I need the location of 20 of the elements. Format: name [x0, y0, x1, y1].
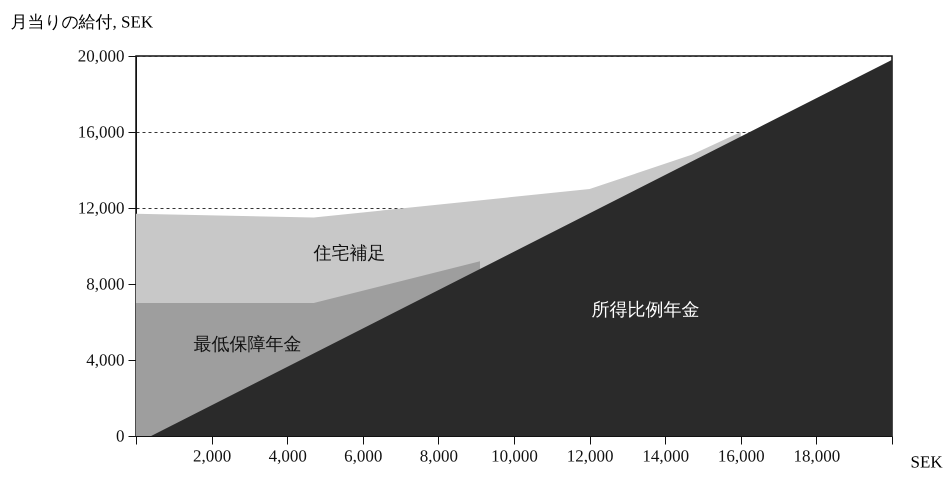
x-tick-label: 18,000 [794, 446, 840, 466]
y-tick-label: 16,000 [78, 122, 124, 142]
series-label: 住宅補足 [312, 242, 386, 264]
y-tick-label: 20,000 [78, 46, 124, 66]
y-tick-label: 8,000 [86, 274, 124, 294]
y-tick-label: 12,000 [78, 198, 124, 218]
y-tick-label: 4,000 [86, 350, 124, 370]
x-axis-title: SEK [910, 452, 944, 472]
x-tick-label: 14,000 [642, 446, 690, 466]
x-tick-label: 2,000 [192, 446, 232, 466]
x-tick-label: 10,000 [491, 446, 538, 466]
series-label: 所得比例年金 [592, 299, 700, 320]
y-tick-label: 0 [116, 426, 124, 446]
x-tick-label: 8,000 [420, 446, 458, 466]
x-tick-label: 16,000 [718, 446, 765, 466]
x-tick-label: 12,000 [566, 446, 614, 466]
y-axis-title: 月当りの給付, SEK [10, 12, 154, 32]
series-label: 最低保障年金 [193, 334, 302, 356]
x-tick-label: 6,000 [344, 446, 382, 466]
x-tick-label: 4,000 [268, 446, 307, 466]
